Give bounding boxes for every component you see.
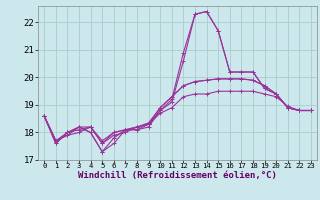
X-axis label: Windchill (Refroidissement éolien,°C): Windchill (Refroidissement éolien,°C): [78, 171, 277, 180]
